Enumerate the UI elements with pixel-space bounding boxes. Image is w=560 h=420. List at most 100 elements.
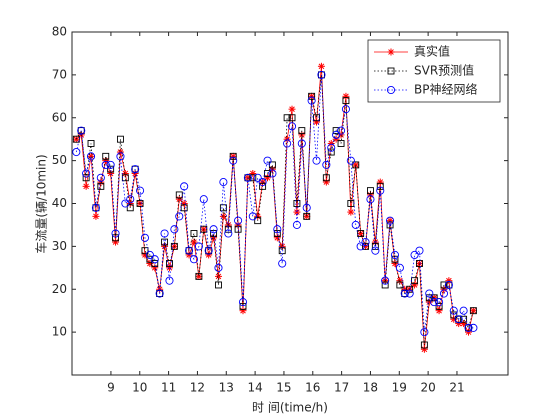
marker-shape [435,298,444,307]
marker-stroke [289,106,295,112]
marker [469,307,477,315]
marker [87,140,95,147]
marker [92,212,100,220]
marker-shape [263,156,272,165]
marker [346,156,355,165]
marker [469,307,477,315]
marker-shape [332,130,341,139]
y-tick-label: 30 [52,239,67,253]
marker-shape [106,160,115,169]
marker-shape [303,212,311,220]
y-tick-label: 70 [52,67,67,81]
marker [263,156,272,165]
marker-stroke [470,307,477,314]
marker-shape [464,323,473,332]
marker [460,315,468,323]
marker-stroke [215,273,222,280]
marker [391,255,399,263]
marker-stroke [328,140,335,147]
marker-shape [189,255,199,264]
marker-shape [400,289,409,298]
x-tick-label: 15 [276,381,291,395]
marker [293,208,301,216]
marker-shape [357,230,365,237]
marker [362,242,370,250]
marker [455,315,463,323]
legend-label: 真实值 [414,44,450,59]
marker-stroke [388,49,394,55]
marker-shape [243,173,252,182]
marker [302,203,311,212]
marker [435,302,443,310]
marker-shape [297,139,306,148]
marker [278,259,287,268]
marker [151,260,159,267]
marker-shape [376,182,384,190]
marker [332,127,340,135]
marker [146,255,154,263]
marker [155,289,164,298]
marker [72,147,81,157]
marker [425,294,433,302]
marker-shape [121,199,130,208]
marker [126,195,135,204]
marker [253,173,262,182]
marker [450,311,458,319]
marker [126,204,134,212]
marker-shape [352,161,360,169]
marker-shape [254,217,262,225]
marker-shape [390,250,400,259]
marker-shape [454,315,463,324]
marker [288,114,296,122]
marker [254,217,262,225]
marker-stroke [318,63,325,70]
marker-shape [449,306,458,315]
marker-shape [239,302,247,310]
marker [190,230,198,237]
marker-shape [229,156,238,165]
marker [239,302,247,310]
marker [101,160,110,169]
marker-shape [175,212,184,221]
marker-stroke [333,136,339,142]
marker-shape [444,280,453,290]
marker [459,306,468,315]
marker-shape [391,255,399,263]
marker-shape [238,298,248,307]
marker [264,170,271,177]
marker [381,276,390,285]
marker-shape [430,294,438,302]
marker-shape [248,212,257,221]
marker-shape [72,147,81,157]
marker [219,204,227,212]
marker-shape [126,204,134,212]
marker [116,152,125,161]
marker-shape [136,200,144,207]
marker-stroke [284,136,290,142]
x-tick-label: 9 [107,381,115,395]
marker-shape [361,238,370,247]
marker [77,126,86,135]
marker [327,143,336,152]
marker [229,156,238,165]
marker [439,289,449,298]
marker-shape [111,229,120,238]
marker [387,48,395,56]
marker-shape [351,220,360,229]
marker-shape [332,127,340,135]
marker [238,298,248,307]
marker [376,186,385,195]
marker-shape [219,204,227,212]
marker-shape [170,242,178,250]
marker [406,285,414,293]
marker-stroke [352,162,359,168]
marker [97,182,105,190]
marker-shape [268,169,277,178]
marker-shape [455,315,463,323]
marker [396,281,404,289]
marker-shape [229,152,237,160]
marker-shape [283,114,291,122]
marker [116,148,124,156]
marker [111,229,120,238]
marker-shape [165,276,174,285]
